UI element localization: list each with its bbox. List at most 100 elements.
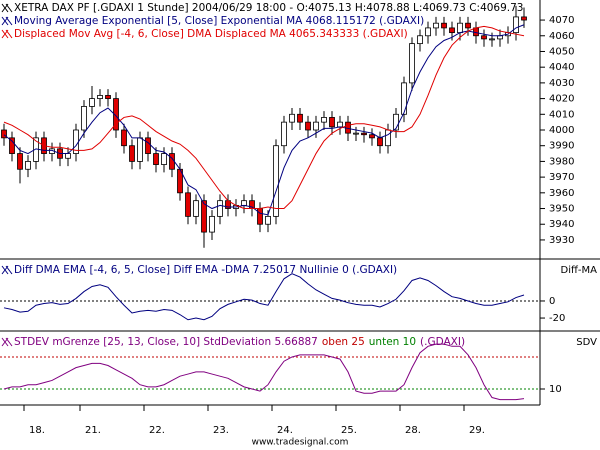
legend-threshold: unten 10 — [369, 336, 416, 348]
legend-icon — [1, 16, 13, 26]
y-tick-label: 0 — [549, 296, 555, 307]
candle-body — [513, 16, 519, 34]
candle-body — [201, 200, 207, 233]
y-tick-label: 4000 — [549, 125, 574, 136]
x-tick-label: 22. — [149, 425, 165, 436]
candle-body — [161, 153, 167, 165]
legend-icon — [1, 3, 13, 13]
candle-body — [145, 137, 151, 154]
y-tick-label: 3980 — [549, 156, 574, 167]
candle-body — [81, 106, 87, 131]
x-tick-label: 21. — [85, 425, 101, 436]
candle-body — [521, 16, 527, 21]
series-line — [3, 343, 525, 401]
candle-body — [97, 95, 103, 99]
candle-body — [457, 22, 463, 34]
candle-body — [313, 121, 319, 131]
series-line — [3, 273, 525, 321]
x-tick-label: 28. — [405, 425, 421, 436]
y-tick-label: -20 — [549, 313, 565, 324]
x-tick-label: 25. — [341, 425, 357, 436]
candle-body — [9, 137, 15, 154]
candle-body — [353, 132, 359, 135]
candle-body — [241, 200, 247, 206]
candle-body — [361, 132, 367, 136]
candle-body — [385, 129, 391, 147]
candle-body — [441, 22, 447, 29]
candle-body — [113, 98, 119, 131]
candle-body — [105, 95, 111, 99]
y-tick-label: 4050 — [549, 46, 574, 57]
y-tick-label: 4010 — [549, 109, 574, 120]
candle-body — [369, 134, 375, 139]
candle-body — [481, 35, 487, 40]
legend-entry: STDEV mGrenze [25, 13, Close, 10] StdDev… — [14, 336, 465, 348]
candle-body — [449, 27, 455, 34]
candle-body — [305, 121, 311, 131]
candle-body — [153, 153, 159, 165]
chart-title: XETRA DAX PF [.GDAXI 1 Stunde] 2004/06/2… — [14, 2, 524, 14]
legend-entry: Diff DMA EMA [-4, 6, 5, Close] Diff EMA … — [14, 264, 397, 276]
y-axis-label: Diff-MA — [561, 265, 598, 276]
candle-body — [129, 145, 135, 162]
legend-icon — [1, 337, 13, 347]
candle-body — [409, 43, 415, 84]
candle-body — [337, 121, 343, 128]
legend-entry: Displaced Mov Avg [-4, 6, Close] DMA Dis… — [14, 28, 408, 40]
x-tick-label: 23. — [213, 425, 229, 436]
legend-name: Diff DMA EMA [-4, 6, 5, Close] Diff EMA … — [14, 264, 397, 276]
candle-body — [425, 27, 431, 37]
candle-body — [121, 129, 127, 147]
y-tick-label: 3940 — [549, 219, 574, 230]
legend-icon — [1, 265, 13, 275]
x-tick-label: 24. — [277, 425, 293, 436]
candle-body — [393, 113, 399, 131]
x-tick-label: 29. — [469, 425, 485, 436]
y-tick-label: 3950 — [549, 204, 574, 215]
candle-body — [257, 208, 263, 225]
candle-body — [377, 137, 383, 147]
legend-name: STDEV mGrenze [25, 13, Close, 10] StdDev… — [14, 336, 318, 348]
series-line — [3, 25, 525, 210]
candle-body — [297, 113, 303, 123]
y-tick-label: 10 — [549, 384, 562, 395]
candle-body — [193, 200, 199, 217]
candle-body — [433, 22, 439, 29]
candle-body — [401, 82, 407, 115]
candle-body — [1, 129, 7, 139]
candle-body — [185, 192, 191, 217]
candle-body — [289, 113, 295, 123]
series-line — [3, 24, 525, 216]
y-tick-label: 3960 — [549, 188, 574, 199]
y-tick-label: 4060 — [549, 31, 574, 42]
y-tick-label: 4040 — [549, 62, 574, 73]
y-tick-label: 4030 — [549, 78, 574, 89]
y-tick-label: 3930 — [549, 235, 574, 246]
candle-body — [137, 137, 143, 162]
y-tick-label: 3990 — [549, 141, 574, 152]
legend-entry: Moving Average Exponential [5, Close] Ex… — [14, 15, 424, 27]
candle-body — [465, 22, 471, 29]
y-axis-label: SDV — [576, 337, 597, 348]
candle-body — [273, 145, 279, 217]
candle-body — [281, 121, 287, 147]
candle-body — [217, 200, 223, 217]
legend-icon — [1, 29, 13, 39]
y-tick-label: 4070 — [549, 15, 574, 26]
candle-body — [209, 215, 215, 233]
candle-body — [65, 153, 71, 159]
candle-body — [329, 117, 335, 128]
candle-body — [417, 35, 423, 45]
y-tick-label: 4020 — [549, 94, 574, 105]
candle-body — [17, 153, 23, 170]
y-tick-label: 3970 — [549, 172, 574, 183]
legend-threshold: oben 25 — [322, 336, 365, 348]
candle-body — [489, 38, 495, 41]
footer: www.tradesignal.com — [252, 438, 349, 448]
x-tick-label: 18. — [29, 425, 45, 436]
candle-body — [265, 215, 271, 225]
candle-body — [89, 98, 95, 107]
candle-body — [25, 161, 31, 170]
